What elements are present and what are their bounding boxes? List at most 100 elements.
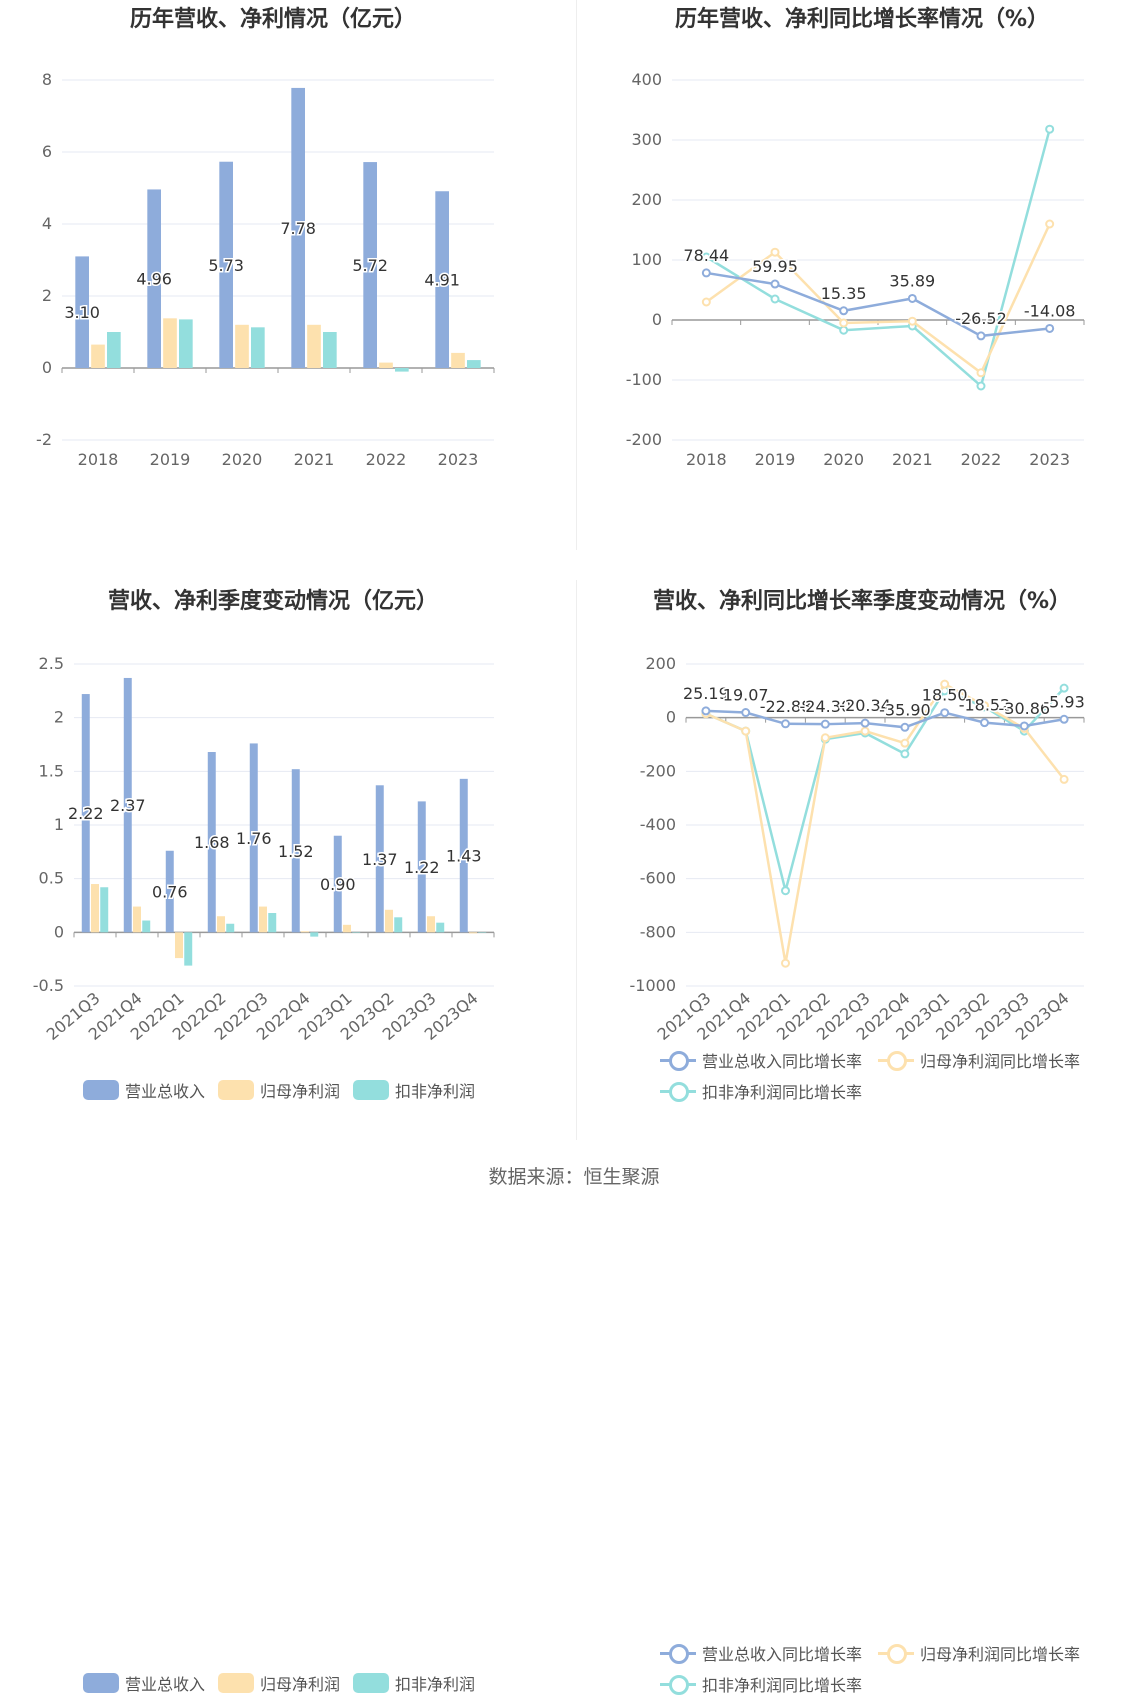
data-label: 59.95 <box>752 257 798 276</box>
chart-title: 历年营收、净利情况（亿元） <box>130 6 416 32</box>
x-tick-label: 2018 <box>686 450 727 469</box>
legend-line-icon <box>660 1643 696 1664</box>
legend-item-deducted-growth[interactable]: 扣非净利润同比增长率 <box>660 1079 862 1103</box>
y-tick-label: -100 <box>626 370 662 389</box>
y-tick-label: 300 <box>631 130 662 149</box>
bar-revenue <box>75 256 89 368</box>
bar-deducted-profit <box>467 360 481 368</box>
legend-label: 扣非净利润 <box>395 1082 476 1101</box>
data-label: 1.37 <box>362 850 398 869</box>
bar-revenue <box>165 850 174 933</box>
line-point <box>781 958 790 968</box>
legend-item-deducted-growth[interactable]: 扣非净利润同比增长率 <box>660 1672 862 1696</box>
chart-title: 营收、净利同比增长率季度变动情况（%） <box>653 588 1071 614</box>
data-label: -20.34 <box>839 696 891 715</box>
line-point <box>1045 124 1055 134</box>
chart-title: 营收、净利季度变动情况（亿元） <box>108 588 438 614</box>
line-point <box>1019 721 1029 731</box>
line-point <box>976 381 986 391</box>
series-line-deducted-profit <box>705 128 1051 389</box>
legend-label: 营业总收入同比增长率 <box>702 1645 863 1664</box>
data-label: -22.88 <box>760 697 812 716</box>
legend-label: 归母净利润 <box>260 1675 341 1694</box>
line-point <box>820 719 830 729</box>
data-label: 1.22 <box>404 858 440 877</box>
y-tick-label: 1.5 <box>39 761 64 780</box>
y-tick-label: -1000 <box>630 976 677 995</box>
bar-revenue <box>417 801 426 933</box>
legend-item-parent-profit[interactable]: 归母净利润 <box>218 1671 340 1695</box>
line-point <box>980 718 989 728</box>
line-point <box>701 297 711 307</box>
data-label: 0.76 <box>152 883 188 902</box>
y-tick-label: 6 <box>42 142 52 161</box>
legend-line-icon <box>660 1081 696 1102</box>
data-source-note: 数据来源：恒生聚源 <box>488 1166 660 1188</box>
bar-revenue <box>435 191 449 368</box>
line-point <box>701 268 711 278</box>
line-point <box>976 368 986 378</box>
legend-label: 营业总收入同比增长率 <box>702 1052 863 1071</box>
bar-deducted-profit <box>394 917 403 933</box>
y-tick-label: 8 <box>42 70 52 89</box>
legend-item-parent-growth[interactable]: 归母净利润同比增长率 <box>878 1641 1080 1665</box>
legend-item-parent-growth[interactable]: 归母净利润同比增长率 <box>878 1048 1080 1072</box>
line-point <box>976 331 986 341</box>
bar-revenue <box>81 694 90 933</box>
bar-parent-profit <box>301 931 309 933</box>
quarterly-growth-svg: 营收、净利同比增长率季度变动情况（%） -1000 -800 -600 -400 -20… <box>630 588 1087 1044</box>
line-point <box>741 726 751 736</box>
y-tick-label: -800 <box>640 922 676 941</box>
bar-parent-profit <box>91 884 99 933</box>
x-tick-label: 2020 <box>823 450 864 469</box>
legend-label: 归母净利润同比增长率 <box>920 1052 1081 1071</box>
bar-deducted-profit <box>142 920 151 933</box>
data-label: 5.72 <box>352 256 388 275</box>
annual-growth-chart: 历年营收、净利同比增长率情况（%） -200 -100 0 100 200 300 400 2… <box>576 0 1148 1102</box>
vertical-divider-top <box>576 0 577 550</box>
legend-swatch <box>218 1673 254 1693</box>
legend-item-revenue[interactable]: 营业总收入 <box>83 1078 205 1102</box>
bar-deducted-profit <box>310 932 319 937</box>
annual-values-svg: 历年营收、净利情况（亿元） -2 0 2 4 6 8 2018 2019 2020 2021 202… <box>36 6 495 469</box>
legend-line-icon <box>660 1050 696 1071</box>
data-label: 7.78 <box>280 219 316 238</box>
legend-item-parent-profit[interactable]: 归母净利润 <box>218 1078 340 1102</box>
legend-item-deducted-profit[interactable]: 扣非净利润 <box>353 1671 475 1695</box>
data-label: 25.19 <box>683 684 729 703</box>
bar-revenue <box>375 785 384 933</box>
bar-parent-profit <box>217 916 225 933</box>
line-point <box>907 293 917 303</box>
legend-swatch <box>83 1673 119 1693</box>
y-tick-label: -0.5 <box>33 976 64 995</box>
line-point <box>839 318 849 328</box>
y-tick-label: -600 <box>640 869 676 888</box>
line-point <box>839 306 849 316</box>
legend-item-deducted-profit[interactable]: 扣非净利润 <box>353 1078 475 1102</box>
y-tick-label: -400 <box>640 815 676 834</box>
data-label: 2.37 <box>110 796 146 815</box>
line-point <box>1045 323 1055 333</box>
line-point <box>770 279 780 289</box>
y-tick-label: 1 <box>54 815 64 834</box>
line-point <box>900 722 910 732</box>
legend-item-revenue-growth[interactable]: 营业总收入同比增长率 <box>660 1048 862 1072</box>
legend-line-icon <box>660 1674 696 1695</box>
y-tick-label: 200 <box>645 654 676 673</box>
data-label: 35.89 <box>889 271 935 290</box>
bar-deducted-profit <box>107 332 121 368</box>
legend-item-revenue[interactable]: 营业总收入 <box>83 1671 205 1695</box>
quarterly-values-svg: 营收、净利季度变动情况（亿元） -0.500.511.522.52021Q320… <box>33 588 495 1044</box>
line-point <box>741 708 751 718</box>
legend-line-icon <box>878 1050 914 1071</box>
y-tick-label: 0.5 <box>39 869 64 888</box>
data-label: 1.76 <box>236 829 272 848</box>
legend-swatch <box>353 1080 389 1100</box>
line-point <box>860 726 870 736</box>
legend-item-revenue-growth[interactable]: 营业总收入同比增长率 <box>660 1641 862 1665</box>
line-point <box>770 294 780 304</box>
annual-values-chart: 历年营收、净利情况（亿元） -2 0 2 4 6 8 2018 2019 2020 2021 202… <box>0 0 576 1101</box>
data-label: 0.90 <box>320 875 356 894</box>
x-tick-label: 2022 <box>961 450 1002 469</box>
data-label: -14.08 <box>1024 301 1076 320</box>
